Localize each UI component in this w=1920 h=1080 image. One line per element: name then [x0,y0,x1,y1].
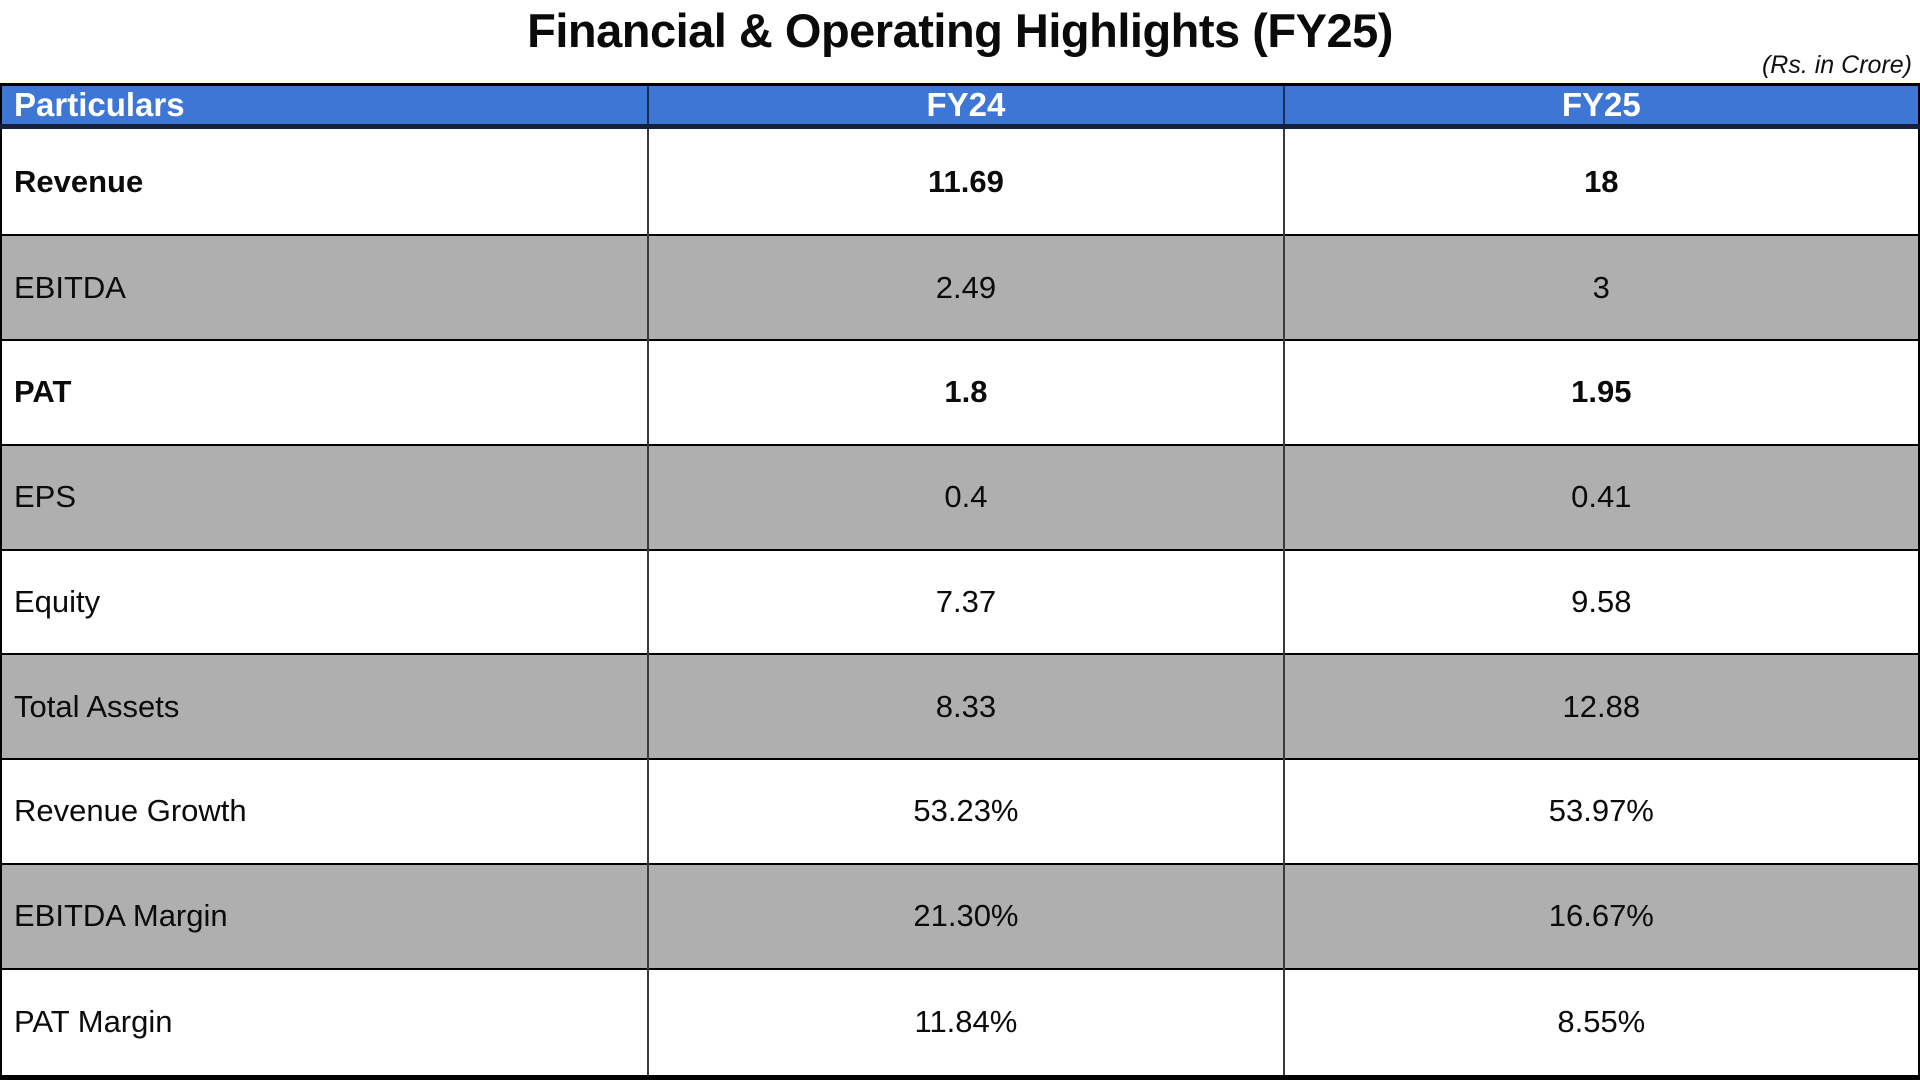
row-label: Total Assets [1,653,649,760]
cell-fy24: 7.37 [647,548,1284,655]
cell-fy24: 1.8 [647,339,1284,445]
column-header-fy25: FY25 [1282,83,1919,129]
column-header-particulars: Particulars [1,83,649,129]
title-area: Financial & Operating Highlights (FY25) … [0,0,1920,83]
cell-fy25: 12.88 [1282,653,1919,760]
cell-fy24: 21.30% [647,862,1284,969]
financial-highlights-table: Particulars FY24 FY25 Revenue 11.69 18 EBIT… [0,83,1920,1080]
table-row: PAT Margin 11.84% 8.55% [1,967,1919,1078]
table-row: PAT 1.8 1.95 [1,339,1919,445]
table-row: Revenue Growth 53.23% 53.97% [1,758,1919,864]
cell-fy25: 1.95 [1282,339,1919,445]
cell-fy24: 0.4 [647,443,1284,550]
cell-fy25: 9.58 [1282,548,1919,655]
cell-fy25: 16.67% [1282,862,1919,969]
row-label: Revenue [1,125,649,236]
table-row: Revenue 11.69 18 [1,125,1919,236]
cell-fy24: 11.84% [647,967,1284,1078]
cell-fy24: 2.49 [647,234,1284,341]
table-row: EPS 0.4 0.41 [1,443,1919,550]
table-row: Total Assets 8.33 12.88 [1,653,1919,760]
row-label: EBITDA [1,234,649,341]
row-label: PAT [1,339,649,445]
column-header-fy24: FY24 [647,83,1284,129]
cell-fy24: 53.23% [647,758,1284,864]
cell-fy25: 8.55% [1282,967,1919,1078]
table-row: EBITDA 2.49 3 [1,234,1919,341]
cell-fy25: 18 [1282,125,1919,236]
page-title: Financial & Operating Highlights (FY25) [527,4,1393,57]
cell-fy25: 3 [1282,234,1919,341]
row-label: Equity [1,548,649,655]
cell-fy25: 53.97% [1282,758,1919,864]
cell-fy24: 11.69 [647,125,1284,236]
table-row: Equity 7.37 9.58 [1,548,1919,655]
cell-fy24: 8.33 [647,653,1284,760]
row-label: PAT Margin [1,967,649,1078]
table-header-row: Particulars FY24 FY25 [1,83,1919,129]
row-label: EBITDA Margin [1,862,649,969]
unit-note: (Rs. in Crore) [1761,51,1912,79]
row-label: EPS [1,443,649,550]
row-label: Revenue Growth [1,758,649,864]
cell-fy25: 0.41 [1282,443,1919,550]
table-row: EBITDA Margin 21.30% 16.67% [1,862,1919,969]
